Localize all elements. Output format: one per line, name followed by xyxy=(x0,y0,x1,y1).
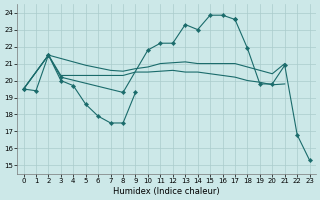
X-axis label: Humidex (Indice chaleur): Humidex (Indice chaleur) xyxy=(113,187,220,196)
